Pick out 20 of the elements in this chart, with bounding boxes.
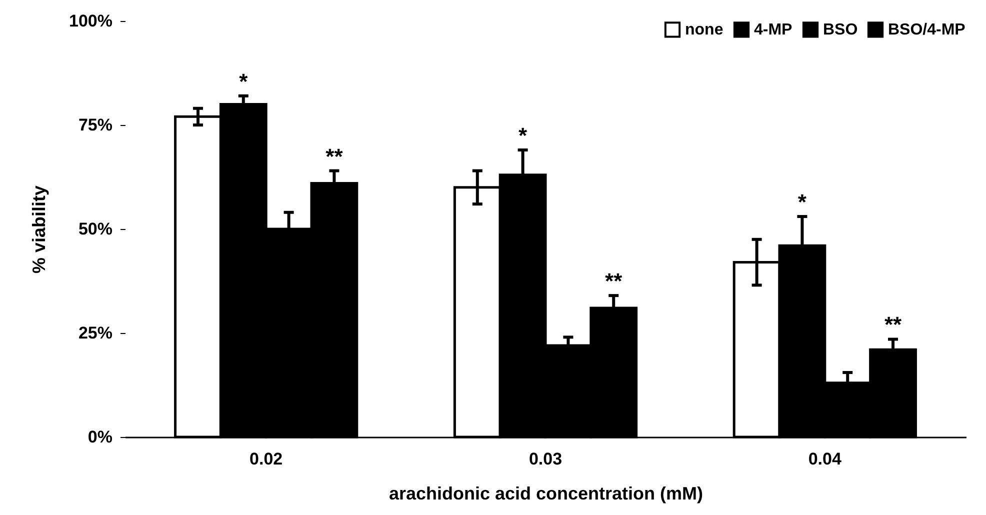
x-axis-title: arachidonic acid concentration (mM) bbox=[388, 484, 704, 504]
annotation: * bbox=[518, 122, 528, 148]
y-tick-label: 100% bbox=[69, 12, 112, 30]
annotation: * bbox=[239, 68, 248, 94]
legend-label: 4-MP bbox=[754, 22, 793, 39]
annotation: ** bbox=[326, 144, 344, 169]
y-tick-label: 0% bbox=[88, 428, 112, 446]
annotation: * bbox=[798, 190, 807, 215]
y-tick-label: 75% bbox=[78, 116, 112, 134]
y-axis-title: % viability bbox=[29, 185, 50, 274]
x-tick-label: 0.03 bbox=[528, 450, 562, 468]
x-tick-label: 0.04 bbox=[808, 450, 842, 468]
y-tick-label: 50% bbox=[78, 220, 112, 238]
legend-label: BSO bbox=[823, 22, 858, 39]
x-tick-label: 0.02 bbox=[250, 450, 283, 468]
y-tick-label: 25% bbox=[78, 324, 112, 342]
annotation: ** bbox=[605, 268, 623, 294]
legend-label: BSO/4-MP bbox=[888, 22, 966, 39]
annotation: ** bbox=[884, 312, 902, 338]
legend-label: none bbox=[685, 22, 724, 39]
